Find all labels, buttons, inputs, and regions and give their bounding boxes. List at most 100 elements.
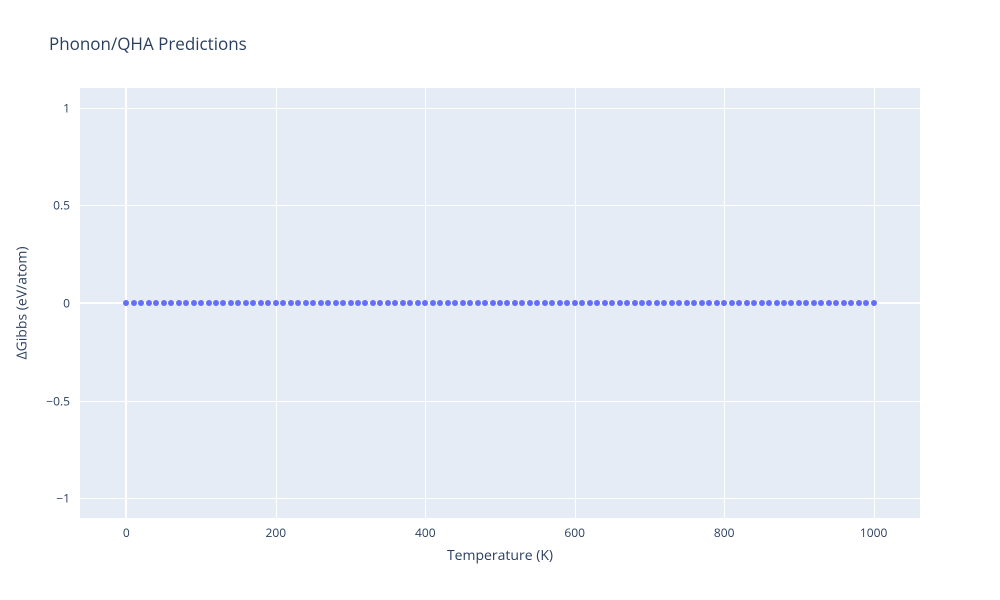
data-point[interactable]	[744, 300, 750, 306]
data-point[interactable]	[430, 300, 436, 306]
data-point[interactable]	[609, 300, 615, 306]
data-point[interactable]	[400, 300, 406, 306]
data-point[interactable]	[624, 300, 630, 306]
data-point[interactable]	[504, 300, 510, 306]
data-point[interactable]	[587, 300, 593, 306]
data-point[interactable]	[691, 300, 697, 306]
data-point[interactable]	[220, 300, 226, 306]
data-point[interactable]	[602, 300, 608, 306]
data-point[interactable]	[557, 300, 563, 306]
data-point[interactable]	[490, 300, 496, 306]
data-point[interactable]	[676, 300, 682, 306]
data-point[interactable]	[654, 300, 660, 306]
data-point[interactable]	[362, 300, 368, 306]
data-point[interactable]	[475, 300, 481, 306]
data-point[interactable]	[280, 300, 286, 306]
data-point[interactable]	[295, 300, 301, 306]
data-point[interactable]	[721, 300, 727, 306]
data-point[interactable]	[729, 300, 735, 306]
data-point[interactable]	[788, 300, 794, 306]
data-point[interactable]	[213, 300, 219, 306]
data-point[interactable]	[445, 300, 451, 306]
data-point[interactable]	[183, 300, 189, 306]
data-point[interactable]	[123, 300, 129, 306]
data-point[interactable]	[333, 300, 339, 306]
data-point[interactable]	[871, 300, 877, 306]
data-point[interactable]	[669, 300, 675, 306]
data-point[interactable]	[497, 300, 503, 306]
data-point[interactable]	[146, 300, 152, 306]
data-point[interactable]	[176, 300, 182, 306]
data-point[interactable]	[138, 300, 144, 306]
data-point[interactable]	[228, 300, 234, 306]
data-point[interactable]	[392, 300, 398, 306]
data-point[interactable]	[250, 300, 256, 306]
data-point[interactable]	[714, 300, 720, 306]
data-point[interactable]	[153, 300, 159, 306]
data-point[interactable]	[736, 300, 742, 306]
data-point[interactable]	[460, 300, 466, 306]
data-point[interactable]	[632, 300, 638, 306]
data-point[interactable]	[348, 300, 354, 306]
data-point[interactable]	[706, 300, 712, 306]
data-point[interactable]	[594, 300, 600, 306]
data-point[interactable]	[288, 300, 294, 306]
data-point[interactable]	[848, 300, 854, 306]
data-point[interactable]	[759, 300, 765, 306]
data-point[interactable]	[422, 300, 428, 306]
data-point[interactable]	[699, 300, 705, 306]
data-point[interactable]	[841, 300, 847, 306]
data-point[interactable]	[482, 300, 488, 306]
data-point[interactable]	[415, 300, 421, 306]
data-point[interactable]	[572, 300, 578, 306]
data-point[interactable]	[826, 300, 832, 306]
data-point[interactable]	[833, 300, 839, 306]
data-point[interactable]	[131, 300, 137, 306]
data-point[interactable]	[527, 300, 533, 306]
data-point[interactable]	[452, 300, 458, 306]
data-point[interactable]	[318, 300, 324, 306]
data-point[interactable]	[437, 300, 443, 306]
data-point[interactable]	[811, 300, 817, 306]
data-point[interactable]	[617, 300, 623, 306]
data-point[interactable]	[818, 300, 824, 306]
data-point[interactable]	[549, 300, 555, 306]
plot-area[interactable]	[80, 88, 920, 518]
data-point[interactable]	[340, 300, 346, 306]
data-point[interactable]	[781, 300, 787, 306]
data-point[interactable]	[303, 300, 309, 306]
data-point[interactable]	[661, 300, 667, 306]
data-point[interactable]	[243, 300, 249, 306]
data-point[interactable]	[377, 300, 383, 306]
data-point[interactable]	[206, 300, 212, 306]
data-point[interactable]	[684, 300, 690, 306]
data-point[interactable]	[579, 300, 585, 306]
data-point[interactable]	[258, 300, 264, 306]
data-point[interactable]	[542, 300, 548, 306]
data-point[interactable]	[856, 300, 862, 306]
data-point[interactable]	[467, 300, 473, 306]
data-point[interactable]	[355, 300, 361, 306]
data-point[interactable]	[751, 300, 757, 306]
data-point[interactable]	[766, 300, 772, 306]
data-point[interactable]	[803, 300, 809, 306]
data-point[interactable]	[310, 300, 316, 306]
data-point[interactable]	[168, 300, 174, 306]
data-point[interactable]	[235, 300, 241, 306]
data-point[interactable]	[512, 300, 518, 306]
data-point[interactable]	[385, 300, 391, 306]
data-point[interactable]	[161, 300, 167, 306]
data-point[interactable]	[639, 300, 645, 306]
data-point[interactable]	[273, 300, 279, 306]
data-point[interactable]	[646, 300, 652, 306]
data-point[interactable]	[407, 300, 413, 306]
data-point[interactable]	[774, 300, 780, 306]
data-point[interactable]	[325, 300, 331, 306]
data-point[interactable]	[191, 300, 197, 306]
data-point[interactable]	[534, 300, 540, 306]
data-point[interactable]	[796, 300, 802, 306]
data-point[interactable]	[564, 300, 570, 306]
data-point[interactable]	[519, 300, 525, 306]
data-point[interactable]	[265, 300, 271, 306]
data-point[interactable]	[370, 300, 376, 306]
